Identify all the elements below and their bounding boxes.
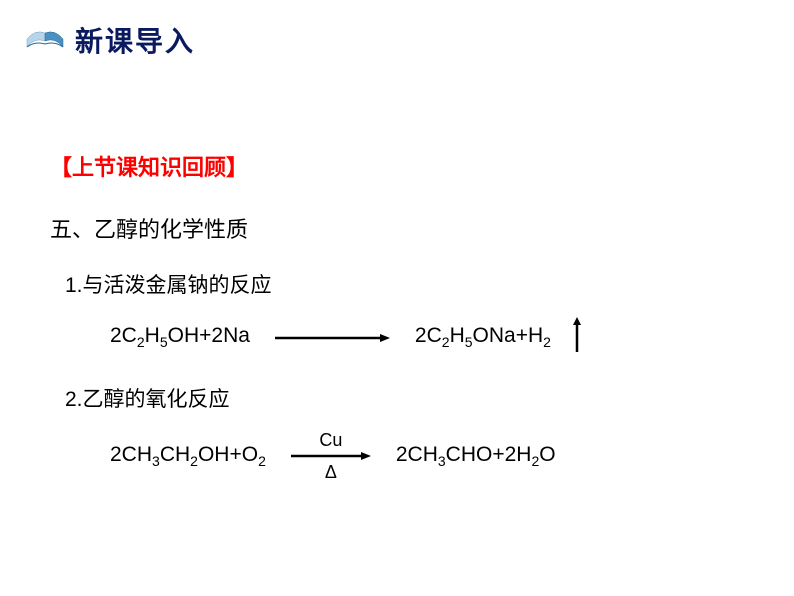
equation-1-right: 2C2H5ONa+H2 <box>415 324 551 350</box>
slide-content: 【上节课知识回顾】 五、乙醇的化学性质 1.与活泼金属钠的反应 2C2H5OH+… <box>0 60 794 481</box>
section-heading: 五、乙醇的化学性质 <box>50 212 794 244</box>
reaction-arrow-2: Cu Δ <box>291 431 371 481</box>
heat-symbol: Δ <box>325 463 337 481</box>
slide-header: 新课导入 <box>0 0 794 60</box>
equation-1: 2C2H5OH+2Na 2C2H5ONa+H2 <box>110 317 794 358</box>
equation-2-right: 2CH3CHO+2H2O <box>396 443 556 469</box>
review-heading: 【上节课知识回顾】 <box>50 150 794 182</box>
book-icon <box>25 25 65 55</box>
subsection-2: 2.乙醇的氧化反应 <box>65 383 794 413</box>
page-title: 新课导入 <box>75 20 195 60</box>
equation-2: 2CH3CH2OH+O2 Cu Δ 2CH3CHO+2H2O <box>110 431 794 481</box>
gas-arrow-icon <box>571 317 583 358</box>
reaction-arrow-1 <box>275 333 390 343</box>
catalyst-label: Cu <box>319 431 342 449</box>
equation-1-left: 2C2H5OH+2Na <box>110 324 250 350</box>
equation-2-left: 2CH3CH2OH+O2 <box>110 443 266 469</box>
subsection-1: 1.与活泼金属钠的反应 <box>65 269 794 299</box>
